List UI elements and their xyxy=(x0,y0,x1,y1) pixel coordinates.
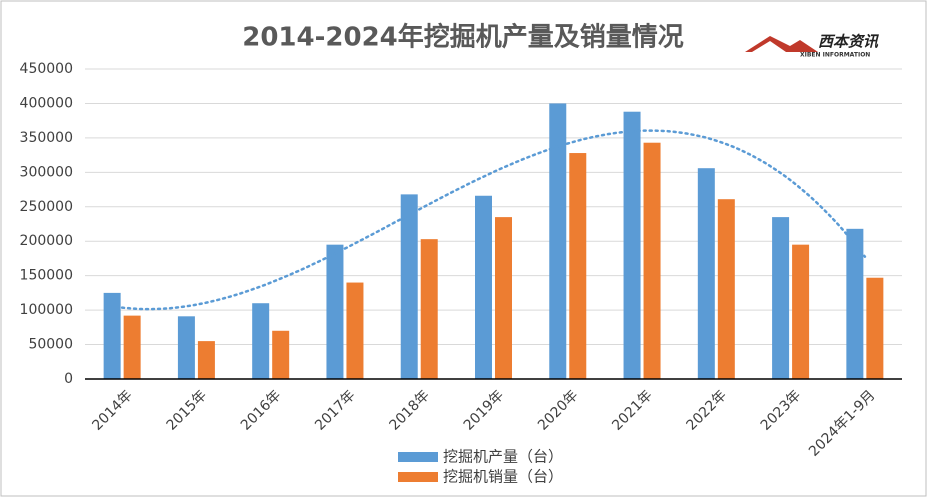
y-tick-label: 150000 xyxy=(20,268,73,284)
bar xyxy=(549,103,567,379)
bar xyxy=(272,330,290,379)
bar xyxy=(475,195,492,379)
y-tick-label: 400000 xyxy=(20,95,73,111)
bar xyxy=(252,303,270,379)
bar xyxy=(346,282,364,379)
logo-subtitle: XIBEN INFORMATION xyxy=(800,52,870,59)
legend-label: 挖掘机产量（台） xyxy=(443,448,563,466)
bar xyxy=(643,142,661,379)
y-tick-label: 300000 xyxy=(20,164,73,180)
trendline xyxy=(120,129,867,311)
legend-label: 挖掘机销量（台） xyxy=(443,468,563,486)
legend-swatch xyxy=(398,472,438,482)
bar xyxy=(846,228,864,379)
bar xyxy=(717,199,735,379)
y-tick-label: 0 xyxy=(64,371,73,387)
y-tick-label: 100000 xyxy=(20,302,73,318)
y-tick-label: 450000 xyxy=(20,61,73,77)
logo-name: 西本资讯 xyxy=(818,33,879,51)
logo-mark-inner xyxy=(752,41,786,52)
bar xyxy=(623,111,641,379)
bar xyxy=(197,341,215,379)
bar xyxy=(569,153,587,379)
y-tick-label: 50000 xyxy=(28,337,73,353)
logo: 西本资讯 XIBEN INFORMATION xyxy=(745,33,879,59)
bar xyxy=(103,292,121,379)
y-tick-label: 200000 xyxy=(20,233,73,249)
y-tick-label: 350000 xyxy=(20,130,73,146)
bar xyxy=(866,277,884,379)
bar xyxy=(326,244,344,379)
bar xyxy=(697,168,715,379)
bar xyxy=(772,217,790,379)
legend-swatch xyxy=(398,452,438,462)
bar xyxy=(400,194,418,379)
bar xyxy=(495,217,512,379)
bar xyxy=(123,315,141,379)
bar xyxy=(792,244,810,379)
bar xyxy=(177,316,195,379)
y-tick-label: 250000 xyxy=(20,199,73,215)
chart-title: 2014-2024年挖掘机产量及销量情况 xyxy=(242,22,684,53)
bar xyxy=(420,239,438,379)
